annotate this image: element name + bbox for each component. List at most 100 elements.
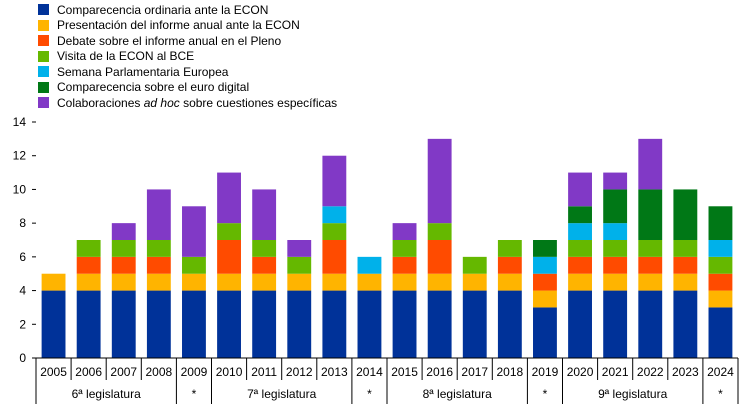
bar-segment <box>497 290 522 358</box>
bar-segment <box>533 240 557 257</box>
legend-item: Comparecencia ordinaria ante la ECON <box>38 2 337 18</box>
legend-item: Comparecencia sobre el euro digital <box>38 80 337 96</box>
bar-segment <box>708 206 733 240</box>
y-tick-label: 8 <box>19 216 26 230</box>
x-tick-label: 2016 <box>426 365 453 379</box>
x-tick-label: 2006 <box>75 365 102 379</box>
legend-label: Colaboraciones ad hoc sobre cuestiones e… <box>57 95 338 110</box>
bar-segment <box>427 290 452 358</box>
x-tick-label: 2017 <box>461 365 488 379</box>
bar-segment <box>603 290 628 358</box>
x-tick-label: 2007 <box>110 365 137 379</box>
bar-segment <box>392 223 417 240</box>
bar-segment <box>533 307 557 358</box>
legend-item: Semana Parlamentaria Europea <box>38 64 337 80</box>
bar-segment <box>111 290 136 358</box>
group-label: 6ª legislatura <box>72 387 141 401</box>
x-tick-label: 2021 <box>602 365 629 379</box>
bar-segment <box>427 138 452 224</box>
bar-segment <box>322 240 347 274</box>
bar-segment <box>673 189 698 240</box>
group-label: * <box>367 387 372 401</box>
bar-segment <box>638 273 663 291</box>
bar-segment <box>322 155 347 207</box>
bar-segment <box>146 290 171 358</box>
bar-segment <box>638 189 663 240</box>
bar-segment <box>111 240 136 257</box>
bar-segment <box>673 290 698 358</box>
group-label: * <box>718 387 723 401</box>
bar-segment <box>322 206 347 224</box>
legend-swatch <box>38 4 49 16</box>
bar-segment <box>252 256 277 274</box>
x-tick-label: 2022 <box>637 365 664 379</box>
legend-swatch <box>38 19 49 31</box>
legend-swatch <box>38 81 49 93</box>
bar-segment <box>497 240 522 257</box>
x-tick-label: 2013 <box>321 365 348 379</box>
legend-item: Presentación del informe anual ante la E… <box>38 18 337 34</box>
bar-segment <box>708 256 733 274</box>
bar-segment <box>182 273 206 291</box>
bar-segment <box>146 240 171 257</box>
bar-segment <box>568 172 592 207</box>
bar-segment <box>76 256 101 274</box>
legend-label: Semana Parlamentaria Europea <box>57 64 229 79</box>
bar-segment <box>76 290 101 358</box>
bar-segment <box>638 138 663 190</box>
legend-label: Comparecencia sobre el euro digital <box>57 80 250 95</box>
bar-segment <box>568 256 592 274</box>
bar-segment <box>252 240 277 257</box>
bar-segment <box>182 256 206 274</box>
bar-segment <box>708 307 733 358</box>
group-label: 7ª legislatura <box>247 387 316 401</box>
bar-segment <box>462 290 487 358</box>
bar-segment <box>673 256 698 274</box>
bar-segment <box>146 189 171 240</box>
x-tick-label: 2011 <box>251 365 277 379</box>
bar-segment <box>568 240 592 257</box>
legend-label: Comparecencia ordinaria ante la ECON <box>57 2 269 17</box>
legend-label: Debate sobre el informe anual en el Plen… <box>57 33 282 48</box>
bar-segment <box>287 240 312 257</box>
bar-segment <box>673 240 698 257</box>
x-tick-label: 2015 <box>391 365 418 379</box>
bar-segment <box>252 290 277 358</box>
y-tick-label: 14 <box>13 115 27 129</box>
bar-segment <box>603 256 628 274</box>
y-tick-label: 12 <box>13 149 27 163</box>
x-tick-label: 2018 <box>496 365 523 379</box>
y-tick-label: 6 <box>19 250 26 264</box>
bar-segment <box>497 273 522 291</box>
bar-segment <box>568 206 592 224</box>
legend-item: Visita de la ECON al BCE <box>38 49 337 65</box>
bar-segment <box>41 273 66 291</box>
bar-segment <box>603 223 628 240</box>
bar-segment <box>217 172 241 224</box>
bar-segment <box>392 256 417 274</box>
x-tick-label: 2008 <box>145 365 172 379</box>
bar-segment <box>357 290 382 358</box>
bar-segment <box>392 240 417 257</box>
legend-label: Visita de la ECON al BCE <box>57 49 195 64</box>
group-label: 8ª legislatura <box>423 387 492 401</box>
x-tick-label: 2014 <box>356 365 383 379</box>
legend-swatch <box>38 50 49 62</box>
bar-segment <box>287 273 312 291</box>
bar-segment <box>708 273 733 291</box>
bar-segment <box>322 273 347 291</box>
bar-segment <box>603 273 628 291</box>
x-tick-label: 2009 <box>181 365 208 379</box>
bar-segment <box>357 273 382 291</box>
chart-legend: Comparecencia ordinaria ante la ECON Pres… <box>38 2 337 111</box>
legend-swatch <box>38 97 49 109</box>
bar-segment <box>427 273 452 291</box>
legend-label: Presentación del informe anual ante la E… <box>57 18 300 33</box>
bar-segment <box>533 273 557 291</box>
bar-segment <box>638 290 663 358</box>
legend-item: Colaboraciones ad hoc sobre cuestiones e… <box>38 95 337 111</box>
bar-segment <box>427 223 452 240</box>
bar-segment <box>533 256 557 274</box>
bar-segment <box>462 256 487 274</box>
bar-segment <box>708 240 733 257</box>
